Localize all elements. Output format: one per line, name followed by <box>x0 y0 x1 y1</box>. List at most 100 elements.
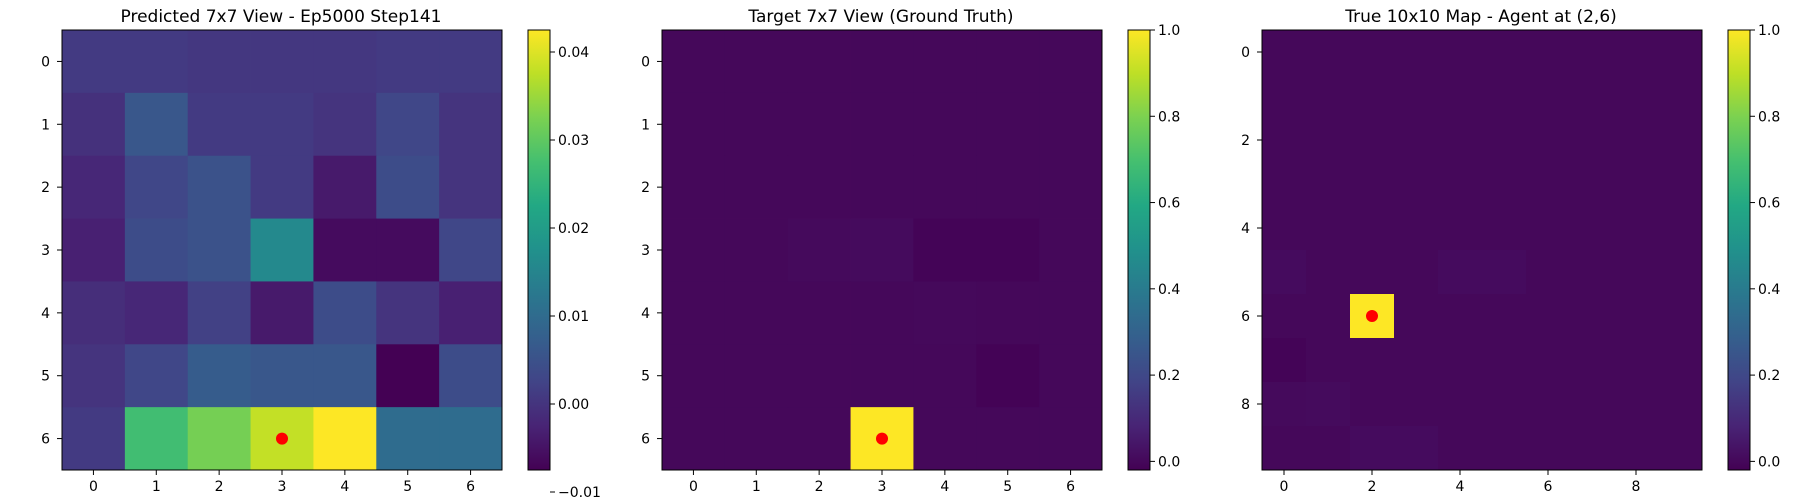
heatmap-cell <box>1306 426 1351 471</box>
heatmap-cell <box>439 30 503 94</box>
x-tick-label: 0 <box>89 479 98 495</box>
heatmap-cell <box>1526 162 1571 207</box>
heatmap-cell <box>1438 294 1483 339</box>
heatmap-cell <box>62 218 126 282</box>
heatmap-cell <box>62 407 126 471</box>
heatmap-cell <box>1570 30 1615 75</box>
heatmap-cell <box>124 155 189 219</box>
heatmap-cell <box>1614 74 1659 119</box>
heatmap-cell <box>662 281 726 345</box>
heatmap-cell <box>1658 162 1703 207</box>
heatmap-cell <box>187 407 251 471</box>
heatmap-cell <box>124 30 189 94</box>
heatmap-cell <box>439 344 503 408</box>
heatmap-cell <box>1482 206 1527 251</box>
heatmap-cell <box>1614 338 1659 383</box>
colorbar-tick-label: 0.8 <box>1158 109 1180 125</box>
heatmap-cell <box>1262 382 1307 427</box>
heatmap-cell <box>976 281 1040 345</box>
y-tick-label: 0 <box>641 54 650 70</box>
heatmap-cell <box>1482 382 1527 427</box>
heatmap-cell <box>1526 426 1571 471</box>
heatmap-cell <box>1438 206 1483 251</box>
heatmap-cell <box>1658 250 1703 295</box>
heatmap-cell <box>124 92 189 157</box>
heatmap-cell <box>1306 206 1351 251</box>
heatmap-cell <box>724 344 789 408</box>
heatmap-cell <box>124 344 189 408</box>
heatmap-cell <box>1570 74 1615 119</box>
colorbar-tick-label: 0.0 <box>1158 454 1180 470</box>
heatmap-cell <box>313 344 377 408</box>
heatmap-cell <box>1350 162 1395 207</box>
heatmap-cell <box>1262 250 1307 295</box>
heatmap-cell <box>1526 30 1571 75</box>
heatmap-cell <box>850 92 914 157</box>
heatmap-cell <box>1262 118 1307 163</box>
heatmap-cell <box>1350 206 1395 251</box>
colorbar-tick-label: 0.8 <box>1758 109 1780 125</box>
x-tick-label: 4 <box>1456 479 1465 495</box>
heatmap-cell <box>1306 30 1351 75</box>
heatmap-cell <box>1350 118 1395 163</box>
heatmap-cell <box>1482 338 1527 383</box>
heatmap-cell <box>1570 118 1615 163</box>
heatmap-cell <box>1614 382 1659 427</box>
x-tick-label: 5 <box>403 479 412 495</box>
x-tick-label: 4 <box>940 479 949 495</box>
heatmap-cell <box>1262 30 1307 75</box>
heatmap-cell <box>1306 294 1351 339</box>
heatmap-cell <box>1262 162 1307 207</box>
heatmap-cell <box>913 281 977 345</box>
heatmap-cell <box>376 407 440 471</box>
heatmap-cell <box>913 407 977 471</box>
panel-target-title: Target 7x7 View (Ground Truth) <box>747 7 1013 27</box>
colorbar-tick-label: 0.01 <box>558 309 589 325</box>
heatmap-cell <box>1658 74 1703 119</box>
heatmap-cell <box>250 218 314 282</box>
colorbar-tick-label: 0.04 <box>558 45 589 61</box>
heatmap-cell <box>787 344 851 408</box>
heatmap-cell <box>850 281 914 345</box>
heatmap-cell <box>1350 74 1395 119</box>
heatmap-cell <box>1039 155 1103 219</box>
heatmap-cell <box>724 407 789 471</box>
y-tick-label: 3 <box>641 243 650 259</box>
heatmap-cell <box>124 407 189 471</box>
heatmap-cell <box>1262 206 1307 251</box>
heatmap-cell <box>1262 294 1307 339</box>
heatmap-cell <box>1482 294 1527 339</box>
heatmap-cell <box>250 92 314 157</box>
heatmap-cell <box>376 281 440 345</box>
heatmap-cell <box>1658 118 1703 163</box>
heatmap-cell <box>250 30 314 94</box>
heatmap-cell <box>1658 206 1703 251</box>
x-tick-label: 6 <box>466 479 475 495</box>
heatmap-cell <box>1658 338 1703 383</box>
y-tick-label: 6 <box>641 432 650 448</box>
heatmap-cell <box>250 155 314 219</box>
heatmap-cell <box>976 155 1040 219</box>
x-tick-label: 3 <box>878 479 887 495</box>
y-tick-label: 2 <box>641 180 650 196</box>
heatmap-cell <box>376 30 440 94</box>
colorbar-tick-label: 0.4 <box>1158 282 1180 298</box>
colorbar-tick-label: 0.02 <box>558 221 589 237</box>
colorbar-tick-label: −0.01 <box>558 485 601 500</box>
heatmap-cell <box>376 155 440 219</box>
heatmap-cell <box>1350 382 1395 427</box>
colorbar-tick-label: 0.4 <box>1758 282 1780 298</box>
heatmap-cell <box>1482 74 1527 119</box>
heatmap-cell <box>187 155 251 219</box>
plot-frame <box>1261 29 1703 471</box>
x-tick-label: 1 <box>152 479 161 495</box>
colorbar-tick-label: 0.2 <box>1158 368 1180 384</box>
heatmap-cell <box>1306 338 1351 383</box>
x-tick-label: 1 <box>752 479 761 495</box>
panel-target: Target 7x7 View (Ground Truth) 0 1 2 3 4 5 6 0 1… <box>641 7 1180 495</box>
x-tick-label: 2 <box>815 479 824 495</box>
heatmap-cell <box>313 281 377 345</box>
colorbar-true-map: 0.0 0.2 0.4 0.6 0.8 1.0 <box>1727 23 1780 471</box>
heatmap-true-map: 0 2 4 6 8 0 2 4 6 8 <box>1241 29 1703 495</box>
